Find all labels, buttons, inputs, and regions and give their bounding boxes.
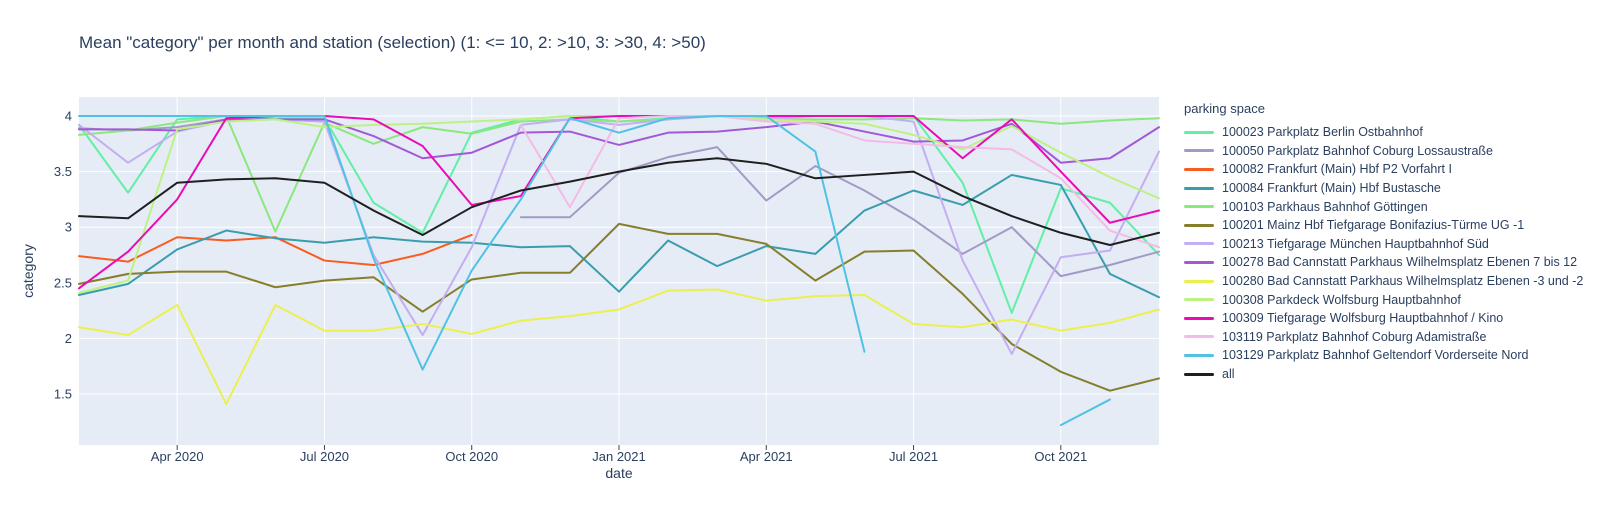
legend-item-label: 103119 Parkplatz Bahnhof Coburg Adamistr… xyxy=(1222,329,1487,344)
y-tick-label: 2.5 xyxy=(54,275,72,290)
legend-item-100050[interactable]: 100050 Parkplatz Bahnhof Coburg Lossaust… xyxy=(1184,142,1583,161)
series-line-100082 xyxy=(78,233,473,267)
x-tick-label: Apr 2021 xyxy=(740,449,793,464)
legend-title: parking space xyxy=(1184,101,1265,116)
y-axis-title: category xyxy=(20,244,36,298)
legend-line-swatch-icon xyxy=(1184,186,1214,190)
series-line-103129 xyxy=(78,115,866,371)
legend-line-swatch-icon xyxy=(1184,223,1214,227)
legend-item-103129[interactable]: 103129 Parkplatz Bahnhof Geltendorf Vord… xyxy=(1184,346,1583,365)
legend-item-103119[interactable]: 103119 Parkplatz Bahnhof Coburg Adamistr… xyxy=(1184,328,1583,347)
legend-item-label: 100309 Tiefgarage Wolfsburg Hauptbahnhof… xyxy=(1222,311,1504,326)
legend-line-swatch-icon xyxy=(1184,149,1214,153)
legend-items: 100023 Parkplatz Berlin Ostbahnhof 100050… xyxy=(1184,123,1583,383)
legend-item-all[interactable]: all xyxy=(1184,365,1583,384)
legend-line-swatch-icon xyxy=(1184,372,1214,376)
legend-item-label: 100050 Parkplatz Bahnhof Coburg Lossaust… xyxy=(1222,143,1494,158)
y-tick-label: 4 xyxy=(65,109,72,124)
legend-item-100280[interactable]: 100280 Bad Cannstatt Parkhaus Wilhelmspl… xyxy=(1184,272,1583,291)
legend-item-100084[interactable]: 100084 Frankfurt (Main) Hbf Bustasche xyxy=(1184,179,1583,198)
series-line-all xyxy=(78,157,1160,246)
x-tick-label: Jul 2020 xyxy=(300,449,349,464)
y-tick-label: 1.5 xyxy=(54,387,72,402)
legend-item-label: 100084 Frankfurt (Main) Hbf Bustasche xyxy=(1222,181,1441,196)
series-line-103129 xyxy=(1059,398,1111,427)
legend-item-label: 100103 Parkhaus Bahnhof Göttingen xyxy=(1222,199,1428,214)
x-tick-label: Jul 2021 xyxy=(889,449,938,464)
legend-item-100213[interactable]: 100213 Tiefgarage München Hauptbahnhof S… xyxy=(1184,235,1583,254)
legend-line-swatch-icon xyxy=(1184,130,1214,134)
x-tick-label: Jan 2021 xyxy=(592,449,646,464)
legend-item-label: 100280 Bad Cannstatt Parkhaus Wilhelmspl… xyxy=(1222,274,1584,289)
series-line-100084 xyxy=(78,173,1160,299)
x-axis-title: date xyxy=(605,465,632,481)
legend-line-swatch-icon xyxy=(1184,335,1214,339)
legend-line-swatch-icon xyxy=(1184,242,1214,246)
y-tick-label: 2 xyxy=(65,331,72,346)
legend-line-swatch-icon xyxy=(1184,205,1214,209)
legend-item-label: all xyxy=(1222,367,1235,382)
legend-item-100201[interactable]: 100201 Mainz Hbf Tiefgarage Bonifazius-T… xyxy=(1184,216,1583,235)
y-tick-label: 3.5 xyxy=(54,164,72,179)
legend-line-swatch-icon xyxy=(1184,260,1214,264)
series-line-100103 xyxy=(78,115,1160,233)
series-line-103119 xyxy=(519,115,1160,249)
series-line-100280 xyxy=(78,288,1160,406)
legend-item-label: 100308 Parkdeck Wolfsburg Hauptbahnhof xyxy=(1222,292,1461,307)
chart-title: Mean "category" per month and station (s… xyxy=(79,33,706,52)
legend-item-100082[interactable]: 100082 Frankfurt (Main) Hbf P2 Vorfahrt … xyxy=(1184,160,1583,179)
legend-line-swatch-icon xyxy=(1184,298,1214,302)
legend-item-100278[interactable]: 100278 Bad Cannstatt Parkhaus Wilhelmspl… xyxy=(1184,253,1583,272)
legend-item-100309[interactable]: 100309 Tiefgarage Wolfsburg Hauptbahnhof… xyxy=(1184,309,1583,328)
x-tick-label: Apr 2020 xyxy=(151,449,204,464)
legend-line-swatch-icon xyxy=(1184,279,1214,283)
x-tick-label: Oct 2020 xyxy=(445,449,498,464)
legend-line-swatch-icon xyxy=(1184,167,1214,171)
x-tick-label: Oct 2021 xyxy=(1034,449,1087,464)
legend-item-label: 103129 Parkplatz Bahnhof Geltendorf Vord… xyxy=(1222,348,1529,363)
legend-item-label: 100082 Frankfurt (Main) Hbf P2 Vorfahrt … xyxy=(1222,162,1452,177)
legend: parking space 100023 Parkplatz Berlin Os… xyxy=(1184,101,1583,383)
legend-item-label: 100213 Tiefgarage München Hauptbahnhof S… xyxy=(1222,236,1489,251)
legend-item-label: 100201 Mainz Hbf Tiefgarage Bonifazius-T… xyxy=(1222,218,1525,233)
series-line-100201 xyxy=(78,222,1160,392)
legend-item-label: 100023 Parkplatz Berlin Ostbahnhof xyxy=(1222,125,1423,140)
legend-item-100103[interactable]: 100103 Parkhaus Bahnhof Göttingen xyxy=(1184,197,1583,216)
legend-item-100023[interactable]: 100023 Parkplatz Berlin Ostbahnhof xyxy=(1184,123,1583,142)
y-tick-label: 3 xyxy=(65,220,72,235)
legend-line-swatch-icon xyxy=(1184,316,1214,320)
legend-item-label: 100278 Bad Cannstatt Parkhaus Wilhelmspl… xyxy=(1222,255,1578,270)
legend-line-swatch-icon xyxy=(1184,353,1214,357)
legend-item-100308[interactable]: 100308 Parkdeck Wolfsburg Hauptbahnhof xyxy=(1184,290,1583,309)
